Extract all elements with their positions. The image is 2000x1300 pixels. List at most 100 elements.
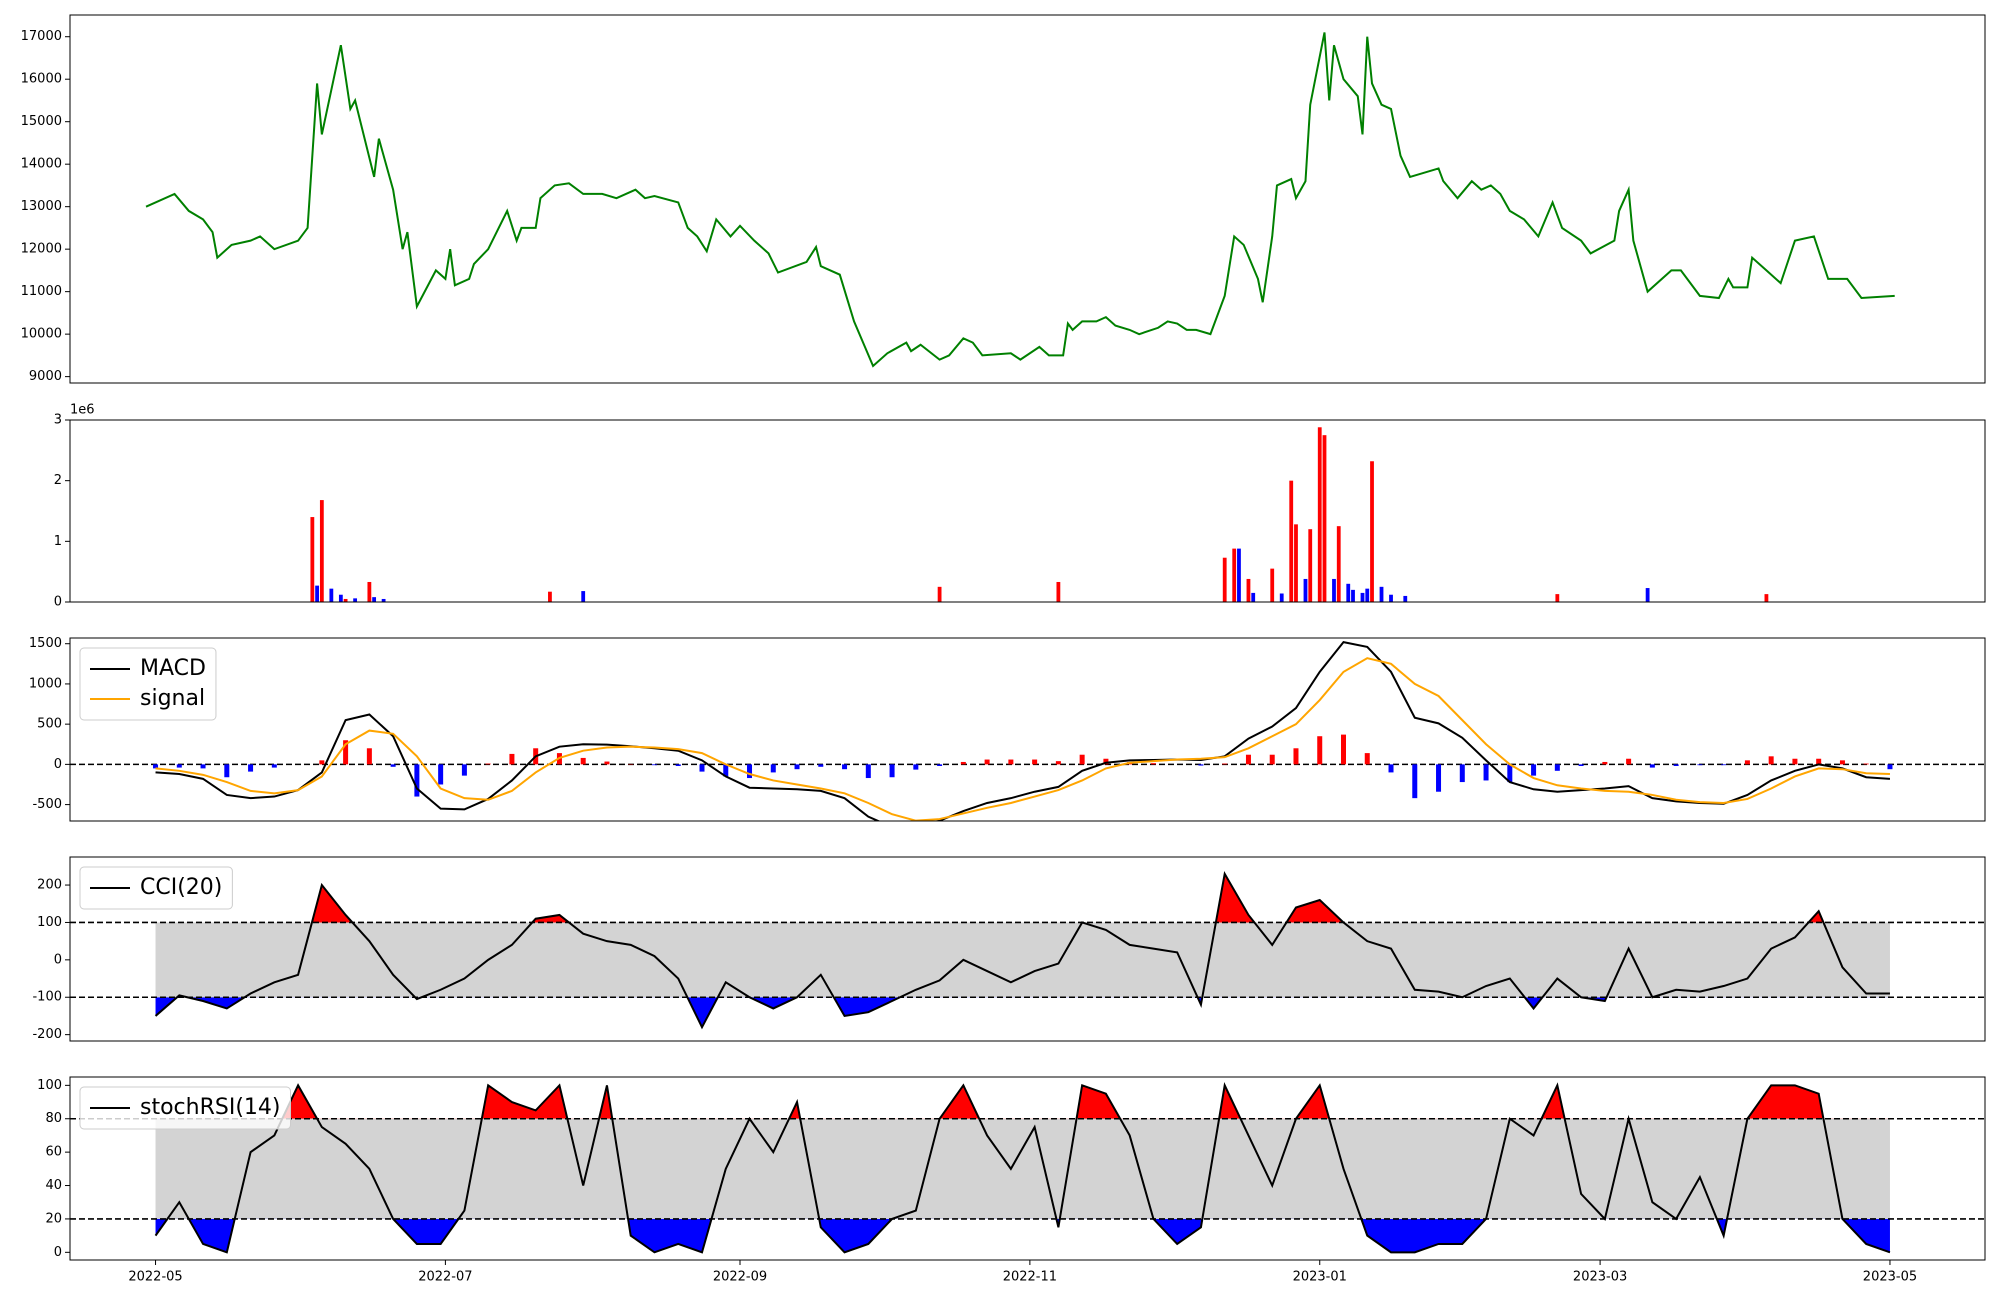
volume-bar — [1246, 578, 1251, 602]
volume-bar — [548, 591, 552, 602]
histogram-bar — [1340, 734, 1346, 765]
series-line — [145, 32, 1895, 368]
histogram-bar — [366, 748, 372, 765]
legend-label: MACD — [140, 656, 206, 681]
histogram-bar — [842, 764, 848, 770]
upper-fill — [155, 873, 1890, 923]
y-tick-label: 3 — [54, 413, 62, 428]
histogram-bar — [818, 764, 824, 767]
y-tick-label: 80 — [45, 1111, 62, 1126]
histogram-bar — [1245, 754, 1251, 765]
histogram-bar — [1317, 736, 1323, 765]
histogram-bar — [1412, 764, 1418, 799]
panel: 0 1 2 3 1e6 — [54, 403, 1986, 610]
histogram-bar — [1388, 764, 1394, 773]
histogram-bar — [675, 764, 681, 766]
histogram-bar — [485, 763, 491, 765]
histogram-bar — [1887, 764, 1893, 770]
x-tick-label: 2023-05 — [1863, 1270, 1917, 1285]
volume-bar — [1332, 578, 1336, 602]
y-tick-label: 1500 — [29, 636, 62, 651]
volume-bar — [1303, 578, 1308, 602]
histogram-bar — [984, 759, 990, 765]
histogram-bar — [343, 740, 349, 765]
volume-bar — [1294, 524, 1298, 602]
volume-bar — [581, 591, 586, 602]
histogram-bar — [1768, 756, 1774, 765]
legend-box — [79, 1086, 291, 1130]
histogram-bar — [1055, 761, 1061, 765]
y-tick-label: 14000 — [21, 157, 62, 172]
histogram-bar — [580, 757, 586, 765]
histogram-bar — [937, 764, 943, 766]
histogram-bar — [1364, 753, 1370, 765]
volume-bar — [1555, 594, 1560, 602]
volume-bar — [1308, 529, 1313, 602]
histogram-bar — [414, 764, 420, 797]
series-line — [155, 657, 1890, 821]
y-tick-label: 1000 — [29, 676, 62, 691]
panel: 9000 10000 11000 12000 13000 14000 15000 16000 1… — [21, 14, 1986, 384]
volume-bar — [319, 500, 324, 602]
legend-label: CCI(20) — [140, 875, 222, 900]
volume-bar — [338, 594, 343, 602]
histogram-bar — [319, 760, 325, 765]
histogram-bar — [1863, 763, 1869, 765]
volume-bar — [329, 588, 334, 602]
volume-bar — [1379, 586, 1384, 602]
histogram-bar — [1198, 764, 1204, 766]
volume-bar — [343, 598, 348, 602]
volume-bar — [1365, 588, 1370, 602]
volume-bar — [1389, 594, 1393, 602]
histogram-bar — [461, 764, 467, 776]
histogram-bar — [794, 764, 800, 770]
volume-bar — [1289, 480, 1294, 602]
plot-area — [70, 1082, 1985, 1254]
histogram-bar — [747, 764, 753, 779]
y-tick-label: -100 — [32, 990, 62, 1005]
histogram-bar — [1649, 764, 1655, 768]
y-tick-label: 15000 — [21, 114, 62, 129]
volume-bar — [1237, 548, 1241, 602]
y-tick-label: 13000 — [21, 199, 62, 214]
y-tick-label: 16000 — [21, 72, 62, 87]
y-tick-label: 11000 — [21, 284, 62, 299]
histogram-bar — [1673, 764, 1679, 766]
y-tick-label: 12000 — [21, 242, 62, 257]
histogram-bar — [438, 764, 444, 785]
volume-bar — [1351, 589, 1355, 602]
y-tick-label: -500 — [32, 797, 62, 812]
y-tick-label: 0 — [54, 952, 62, 967]
histogram-bar — [176, 764, 182, 768]
volume-bar — [1222, 557, 1227, 602]
panel-frame — [69, 14, 1986, 384]
histogram-bar — [1032, 759, 1038, 765]
legend-box — [79, 647, 217, 721]
neutral-band — [155, 1118, 1890, 1219]
volume-bar — [1251, 592, 1256, 602]
histogram-bar — [604, 761, 610, 765]
histogram-bar — [1792, 758, 1798, 765]
histogram-bar — [1150, 763, 1156, 765]
histogram-bar — [153, 764, 159, 769]
histogram-bar — [913, 764, 919, 770]
histogram-bar — [1269, 754, 1275, 765]
y-tick-label: 40 — [45, 1178, 62, 1193]
legend-label: stochRSI(14) — [140, 1095, 281, 1120]
histogram-bar — [1839, 760, 1845, 765]
series-line — [154, 870, 1890, 1030]
legend: stochRSI(14) — [79, 1086, 291, 1130]
panel: -500 0 500 1000 1500 MACD signal — [29, 636, 1986, 822]
y-tick-label: 0 — [54, 1245, 62, 1260]
volume-bar — [381, 598, 386, 602]
plot-area — [145, 32, 1895, 368]
y-tick-label: 200 — [37, 878, 62, 893]
y-tick-label: 500 — [37, 717, 62, 732]
volume-bar — [372, 597, 377, 602]
plot-area — [70, 870, 1985, 1030]
volume-bar — [353, 598, 358, 602]
histogram-bar — [1626, 758, 1632, 765]
neutral-band — [155, 922, 1890, 998]
volume-bar — [1336, 526, 1341, 602]
